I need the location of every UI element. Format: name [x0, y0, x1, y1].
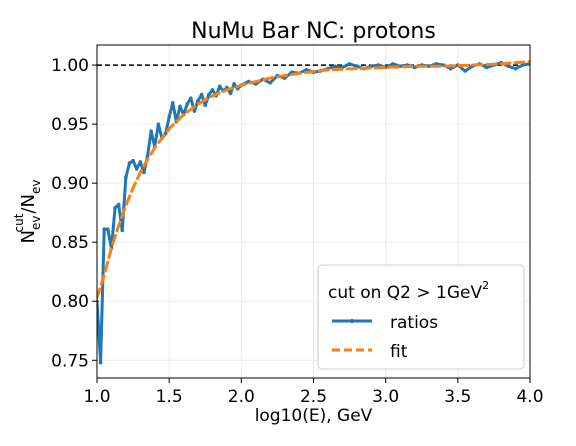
y-tick-label: 0.80 — [51, 292, 89, 312]
data-point-ratios — [463, 69, 467, 73]
data-point-ratios — [232, 82, 236, 86]
x-tick-label: 4.0 — [516, 387, 543, 407]
y-label-sub2: ev — [29, 180, 43, 194]
data-point-ratios — [203, 103, 207, 107]
data-point-ratios — [211, 88, 215, 92]
data-point-ratios — [268, 81, 272, 85]
legend-title-text: cut on Q2 > 1GeV — [328, 283, 482, 303]
x-tick-label: 2.0 — [228, 387, 255, 407]
legend-title: cut on Q2 > 1GeV2 — [328, 279, 489, 303]
data-point-ratios — [131, 159, 135, 163]
data-point-ratios — [167, 115, 171, 119]
data-point-ratios — [348, 62, 352, 66]
y-tick-label: 1.00 — [51, 56, 89, 76]
y-label-sup: cut — [12, 213, 26, 232]
legend-entry-fit: fit — [390, 342, 408, 362]
legend: cut on Q2 > 1GeV2 ratios fit — [318, 265, 524, 369]
data-point-ratios — [229, 92, 233, 96]
data-point-ratios — [189, 96, 193, 100]
data-point-ratios — [157, 122, 161, 126]
data-point-ratios — [333, 64, 337, 68]
data-point-ratios — [391, 62, 395, 66]
data-point-ratios — [514, 67, 518, 71]
y-tick-label: 0.75 — [51, 351, 89, 371]
x-tick-label: 3.0 — [372, 387, 399, 407]
legend-marker-ratios — [350, 319, 354, 323]
data-point-ratios — [139, 160, 143, 164]
data-point-ratios — [113, 206, 117, 210]
x-tick-label: 3.5 — [444, 387, 471, 407]
data-point-ratios — [507, 64, 511, 68]
data-point-ratios — [135, 167, 139, 171]
data-point-ratios — [200, 93, 204, 97]
data-point-ratios — [521, 63, 525, 67]
y-label-slash: /N — [18, 194, 39, 214]
x-axis-label: log10(E), GeV — [255, 406, 373, 426]
data-point-ratios — [102, 227, 106, 231]
data-point-ratios — [218, 85, 222, 89]
data-point-ratios — [485, 66, 489, 70]
data-point-ratios — [124, 175, 128, 179]
data-point-ratios — [117, 203, 121, 207]
x-tick-label: 1.5 — [156, 387, 183, 407]
data-point-ratios — [149, 129, 153, 133]
y-tick-label: 0.95 — [51, 115, 89, 135]
data-point-ratios — [171, 101, 175, 105]
data-point-ratios — [185, 102, 189, 106]
data-point-ratios — [178, 105, 182, 109]
data-point-ratios — [120, 229, 124, 233]
legend-entry-ratios: ratios — [390, 313, 438, 333]
data-point-ratios — [106, 227, 110, 231]
data-point-ratios — [128, 161, 132, 165]
y-tick-label: 0.90 — [51, 174, 89, 194]
y-axis-label: Nevcut/Nev — [12, 180, 43, 244]
chart-title: NuMu Bar NC: protons — [191, 19, 436, 44]
y-tick-label: 0.85 — [51, 233, 89, 253]
legend-title-sup: 2 — [482, 279, 489, 292]
x-tick-label: 2.5 — [300, 387, 327, 407]
x-tick-label: 1.0 — [83, 387, 110, 407]
data-point-ratios — [193, 109, 197, 113]
svg-text:Nevcut/Nev: Nevcut/Nev — [12, 180, 43, 244]
data-point-ratios — [99, 361, 103, 365]
y-label-sub1: ev — [29, 215, 43, 229]
